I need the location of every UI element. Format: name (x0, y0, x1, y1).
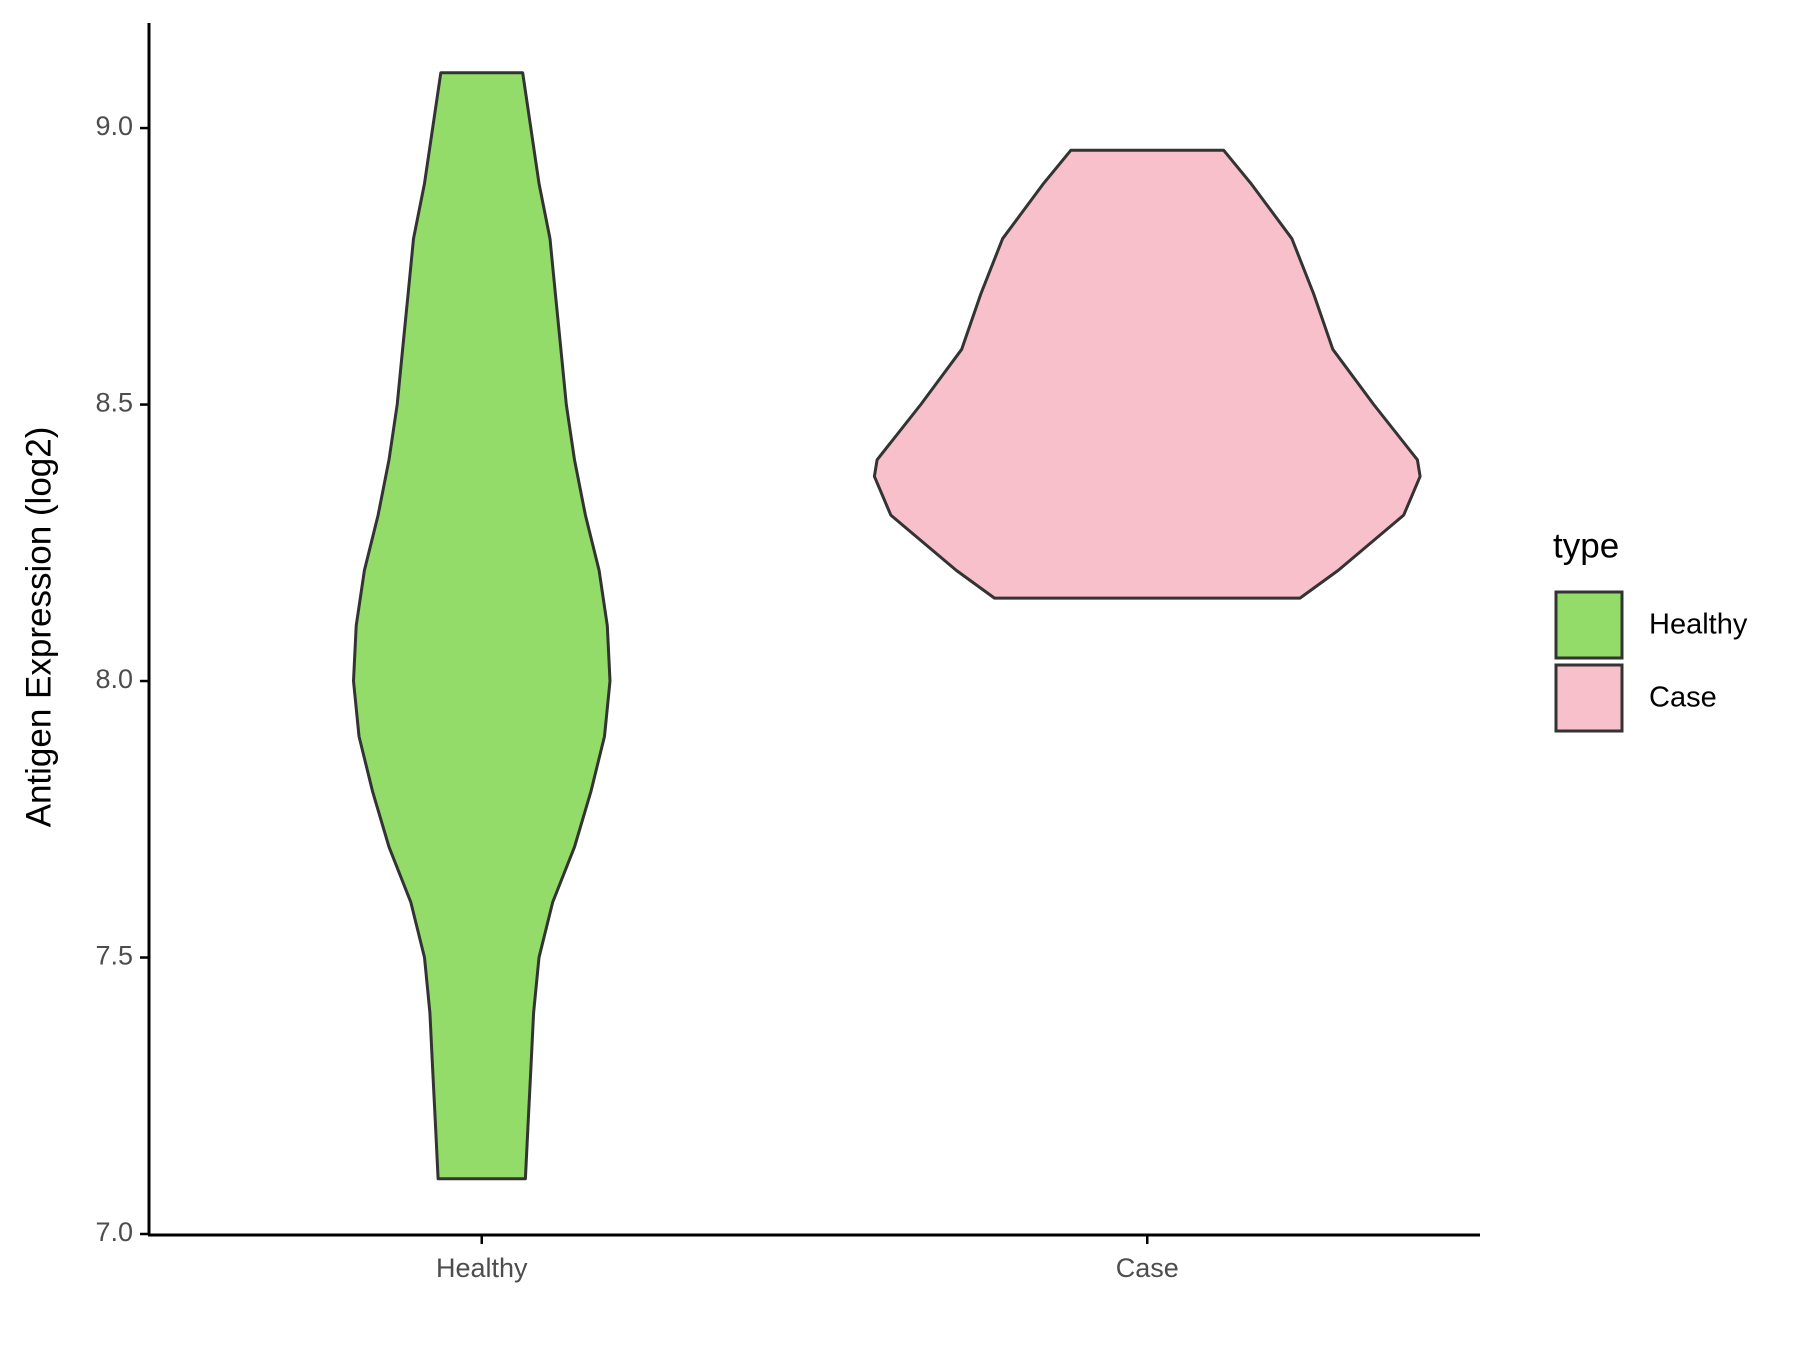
y-tick-label: 8.5 (95, 388, 133, 418)
violin (352, 71, 612, 1181)
legend-label: Case (1649, 682, 1717, 714)
y-tick-label: 8.0 (95, 664, 133, 694)
legend-title: type (1553, 526, 1619, 565)
y-axis-label: Antigen Expression (log2) (19, 427, 58, 828)
violin (872, 148, 1422, 600)
legend-key (1554, 663, 1624, 733)
x-tick-label: Case (1116, 1253, 1179, 1283)
y-tick-label: 7.5 (95, 941, 133, 971)
legend-label: Healthy (1649, 609, 1748, 641)
x-tick-label: Healthy (436, 1253, 528, 1283)
y-tick-label: 9.0 (95, 111, 133, 141)
legend-key (1554, 590, 1624, 660)
y-tick-label: 7.0 (95, 1217, 133, 1247)
